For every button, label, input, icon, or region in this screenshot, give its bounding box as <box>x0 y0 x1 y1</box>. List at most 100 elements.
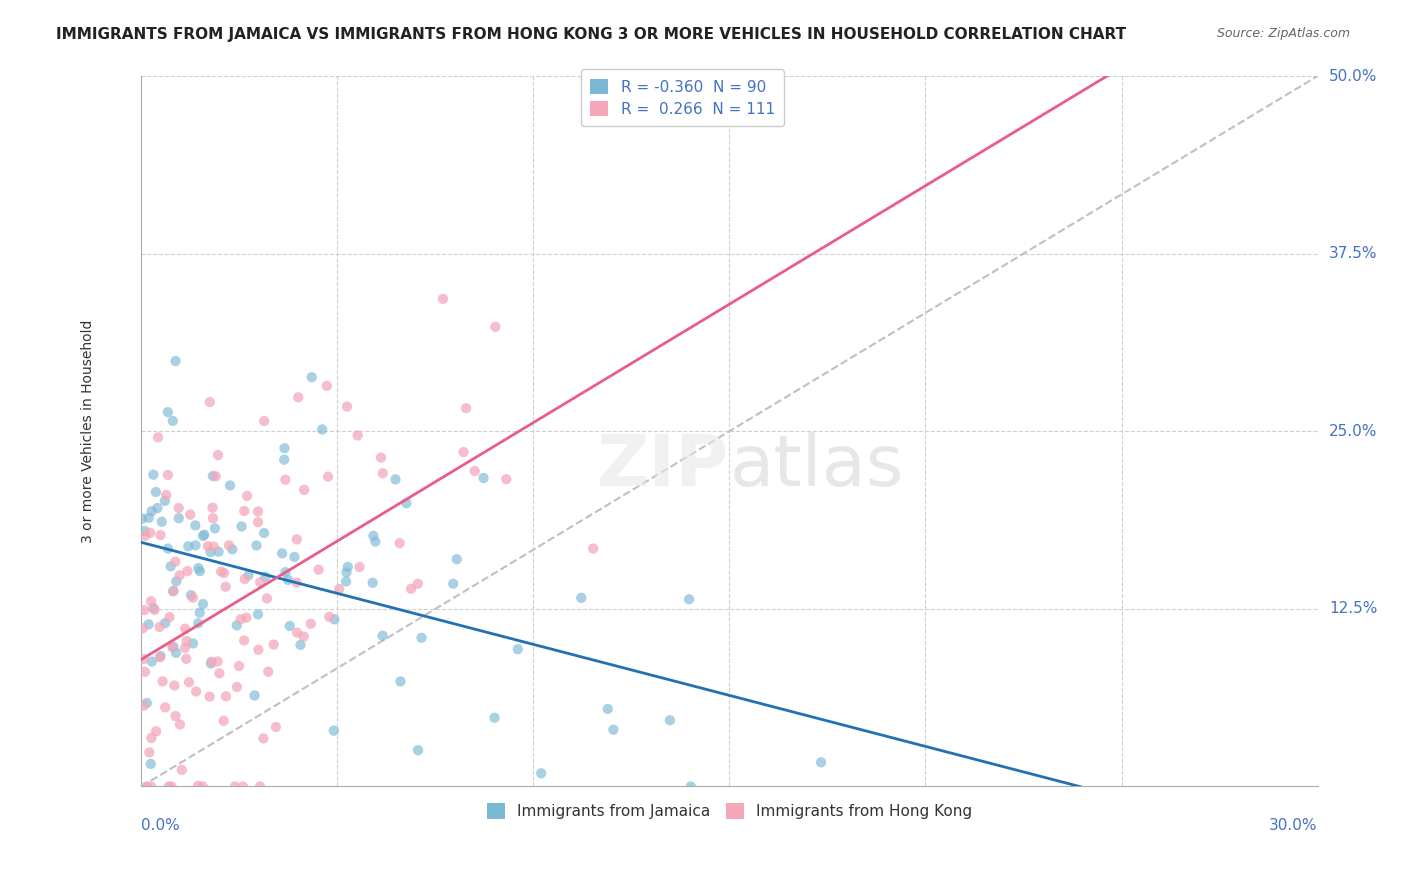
Point <box>290 638 312 652</box>
Point <box>370 450 392 465</box>
Point <box>200 657 222 671</box>
Point <box>318 610 340 624</box>
Point <box>191 529 214 543</box>
Point <box>198 690 221 704</box>
Point <box>456 401 478 416</box>
Point <box>219 478 242 492</box>
Point <box>315 379 337 393</box>
Point <box>207 448 229 462</box>
Point <box>224 780 246 794</box>
Point <box>371 629 394 643</box>
Point <box>363 529 385 543</box>
Point <box>446 552 468 566</box>
Point <box>283 549 305 564</box>
Point <box>274 565 297 579</box>
Point <box>236 489 259 503</box>
Point <box>156 541 179 556</box>
Point <box>495 472 517 486</box>
Point <box>411 631 433 645</box>
Point <box>432 292 454 306</box>
Point <box>582 541 605 556</box>
Point <box>596 702 619 716</box>
Point <box>225 618 247 632</box>
Point <box>263 638 285 652</box>
Point <box>156 405 179 419</box>
Point <box>165 555 187 569</box>
Point <box>233 504 256 518</box>
Point <box>138 617 160 632</box>
Point <box>191 780 214 794</box>
Point <box>138 746 160 760</box>
Point <box>138 510 160 524</box>
Point <box>245 539 267 553</box>
Point <box>243 689 266 703</box>
Point <box>177 539 200 553</box>
Point <box>233 633 256 648</box>
Text: Source: ZipAtlas.com: Source: ZipAtlas.com <box>1216 27 1350 40</box>
Point <box>201 511 224 525</box>
Point <box>191 597 214 611</box>
Point <box>165 354 187 368</box>
Point <box>142 601 165 615</box>
Point <box>484 711 506 725</box>
Point <box>335 566 357 580</box>
Point <box>207 545 229 559</box>
Point <box>285 533 308 547</box>
Point <box>188 564 211 578</box>
Point <box>371 467 394 481</box>
Point <box>179 508 201 522</box>
Point <box>139 756 162 771</box>
Point <box>184 538 207 552</box>
Point <box>187 779 209 793</box>
Point <box>388 536 411 550</box>
Point <box>150 515 173 529</box>
Point <box>464 464 486 478</box>
Point <box>247 515 270 529</box>
Point <box>177 675 200 690</box>
Point <box>207 655 229 669</box>
Point <box>285 625 308 640</box>
Point <box>197 539 219 553</box>
Point <box>264 720 287 734</box>
Point <box>174 640 197 655</box>
Point <box>174 652 197 666</box>
Point <box>602 723 624 737</box>
Point <box>188 606 211 620</box>
Point <box>292 630 315 644</box>
Point <box>184 684 207 698</box>
Point <box>181 636 204 650</box>
Point <box>176 634 198 648</box>
Point <box>271 546 294 560</box>
Point <box>181 591 204 605</box>
Point <box>249 780 271 794</box>
Point <box>231 519 253 533</box>
Point <box>277 573 299 587</box>
Point <box>235 610 257 624</box>
Point <box>336 400 359 414</box>
Point <box>335 574 357 589</box>
Point <box>506 642 529 657</box>
Point <box>153 700 176 714</box>
Point <box>162 583 184 598</box>
Point <box>256 591 278 606</box>
Point <box>228 659 250 673</box>
Point <box>134 529 156 543</box>
Point <box>472 471 495 485</box>
Point <box>165 709 187 723</box>
Text: 25.0%: 25.0% <box>1329 424 1378 439</box>
Point <box>174 622 197 636</box>
Text: atlas: atlas <box>730 433 904 501</box>
Point <box>212 714 235 728</box>
Point <box>249 575 271 590</box>
Point <box>160 780 183 794</box>
Point <box>163 679 186 693</box>
Text: 12.5%: 12.5% <box>1329 601 1378 616</box>
Point <box>139 525 162 540</box>
Point <box>285 575 308 590</box>
Point <box>201 469 224 483</box>
Point <box>200 655 222 669</box>
Point <box>221 542 243 557</box>
Point <box>399 582 422 596</box>
Point <box>204 521 226 535</box>
Point <box>215 690 238 704</box>
